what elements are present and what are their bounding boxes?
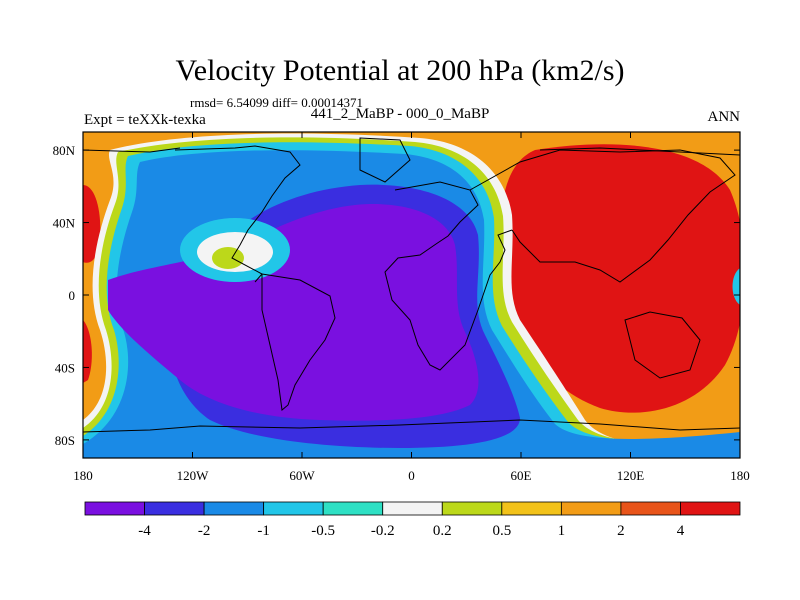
coastline-greenland	[359, 137, 411, 183]
contour-red-maximum	[500, 144, 740, 413]
colorbar-label: -1	[257, 523, 270, 539]
colorbar-swatch	[263, 501, 324, 516]
x-tick-label: 180	[730, 468, 750, 483]
colorbar-label: -0.5	[311, 523, 335, 539]
colorbar-swatch	[382, 501, 443, 516]
contour-east-edge-cyan	[732, 268, 740, 305]
colorbar-label: 0.2	[433, 523, 452, 539]
coastlines	[83, 137, 740, 433]
colorbar-label: 1	[558, 523, 566, 539]
x-tick-label: 60E	[511, 468, 532, 483]
stats-line: rmsd= 6.54099 diff= 0.00014371	[190, 95, 363, 110]
colorbar-swatch	[84, 501, 145, 516]
colorbar-swatch	[560, 501, 622, 516]
y-tick-label: 80S	[55, 433, 75, 448]
coastline-antarctica	[83, 419, 740, 433]
x-tick-label: 120E	[617, 468, 645, 483]
colorbar-swatch	[620, 501, 681, 516]
colorbar-label: -0.2	[371, 523, 395, 539]
y-tick-label: 40S	[55, 360, 75, 375]
coastline-australia	[624, 311, 701, 379]
coastline-north-america	[174, 145, 301, 283]
colorbar-swatch	[144, 501, 205, 516]
filled-contours	[83, 132, 740, 458]
coastline-arctic	[83, 147, 740, 156]
chart-title: Velocity Potential at 200 hPa (km2/s)	[175, 54, 625, 87]
x-tick-label: 60W	[289, 468, 315, 483]
colorbar-label: 2	[617, 523, 625, 539]
coastline-europe-africa	[384, 181, 513, 371]
colorbar-label: -4	[138, 523, 151, 539]
x-tick-label: 120W	[177, 468, 210, 483]
colorbar-label: 0.5	[492, 523, 511, 539]
colorbar-swatch	[203, 501, 265, 516]
y-tick-label: 40N	[53, 216, 76, 231]
colorbar-swatch	[441, 501, 503, 516]
colorbar-swatch	[680, 501, 741, 516]
coastline-asia	[469, 149, 736, 283]
difference-label: 441_2_MaBP - 000_0_MaBP	[310, 106, 490, 122]
contour-red-west	[83, 185, 101, 263]
season-label: ANN	[707, 109, 741, 125]
colorbar-swatch	[322, 501, 384, 516]
y-tick-label: 0	[69, 288, 76, 303]
coastline-south-america	[261, 273, 336, 411]
colorbar-label: -2	[198, 523, 211, 539]
y-tick-label: 80N	[53, 143, 76, 158]
contour-gulf-green	[212, 247, 244, 269]
experiment-label: Expt = teXXk-texka	[84, 112, 206, 128]
axes: 180 120W 60W 0 60E 120E 180 80N 40N 0 40S 80S	[53, 132, 750, 483]
colorbar-label: 4	[677, 523, 685, 539]
x-tick-label: 180	[73, 468, 93, 483]
colorbar-swatch	[501, 501, 562, 516]
colorbar: -4 -2 -1 -0.5 -0.2 0.2 0.5 1 2 4	[84, 501, 741, 539]
x-tick-label: 0	[408, 468, 415, 483]
